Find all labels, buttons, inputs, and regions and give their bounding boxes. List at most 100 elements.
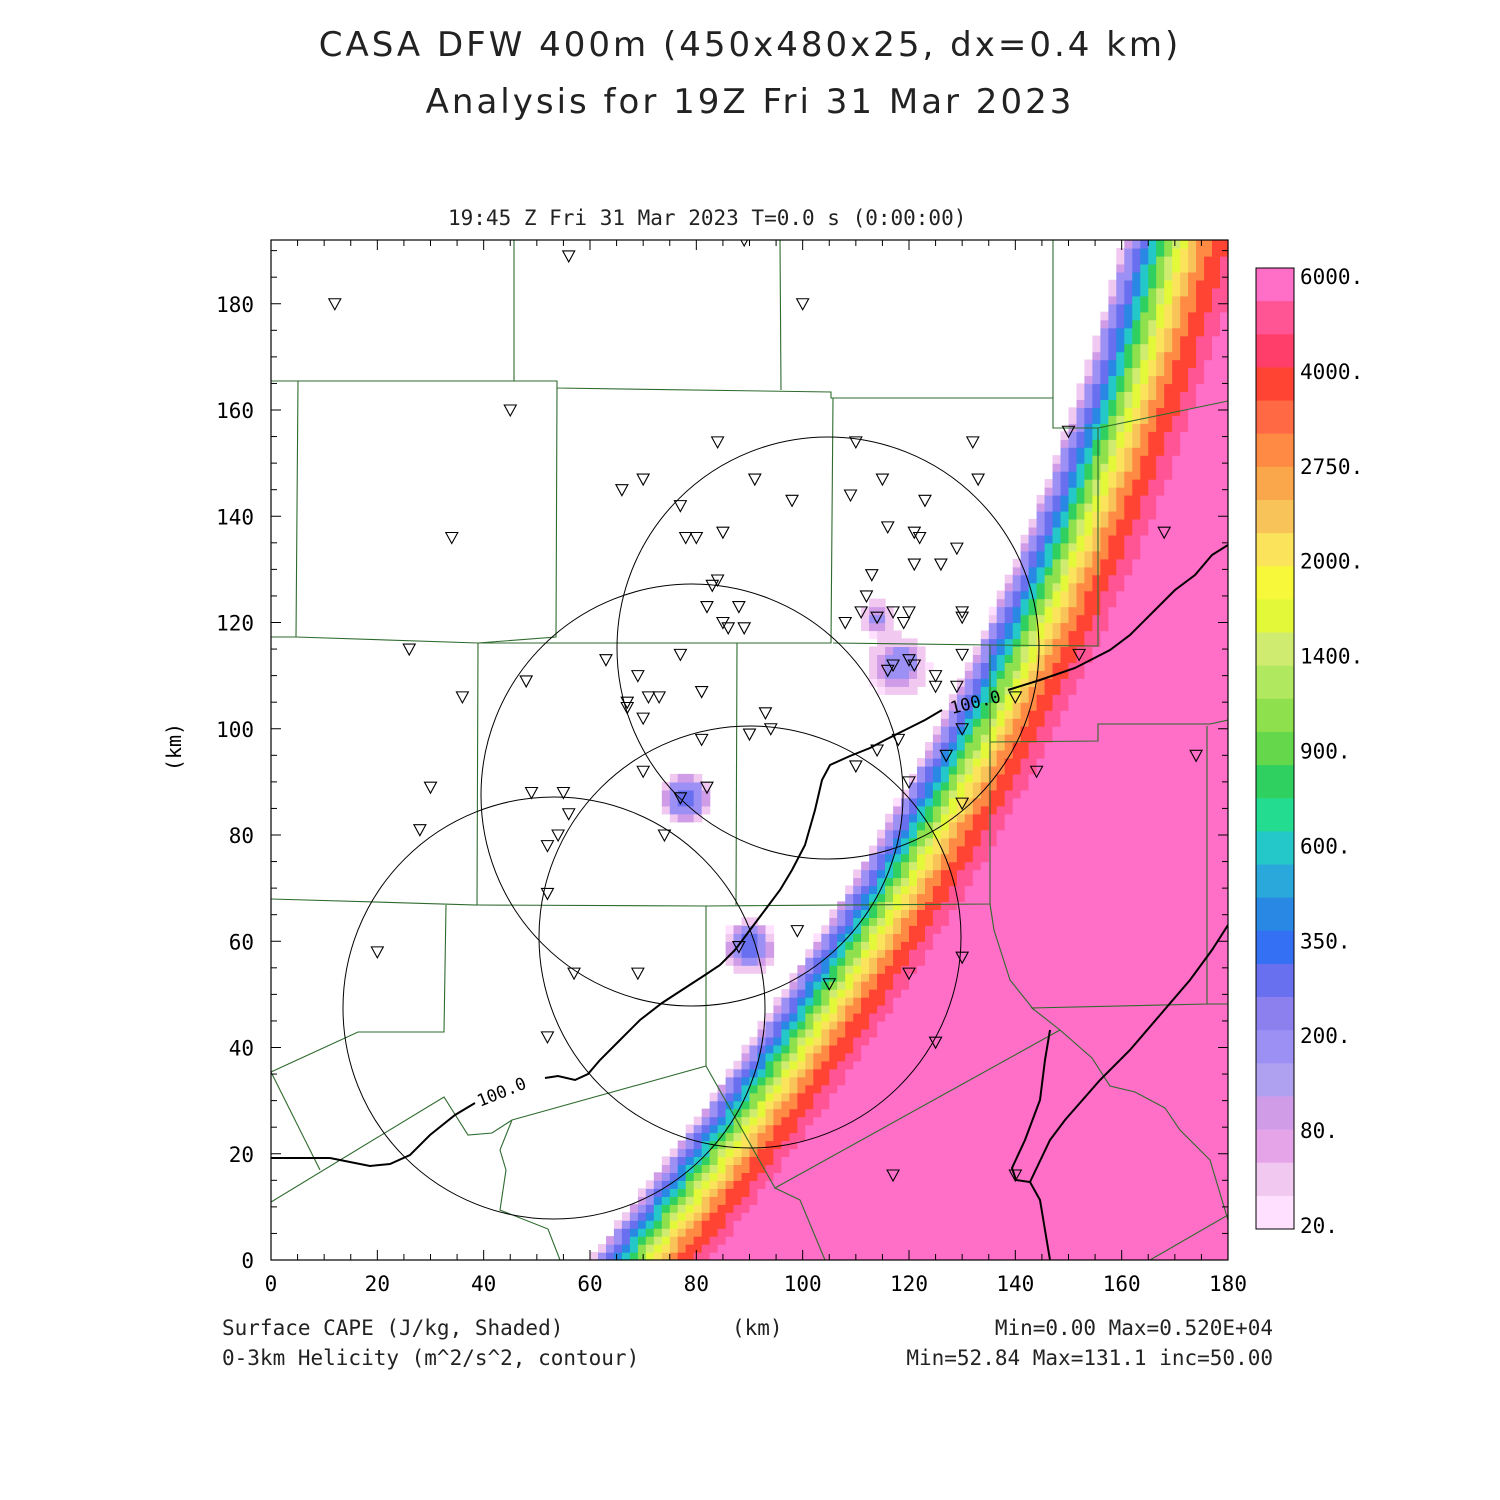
cape-cell <box>1172 534 1181 544</box>
cape-cell <box>1196 463 1205 472</box>
cape-cell <box>1108 813 1117 823</box>
cape-cell <box>789 1100 798 1110</box>
cape-cell <box>1084 383 1093 392</box>
cape-cell <box>1004 1196 1014 1205</box>
cape-cell <box>821 1108 830 1118</box>
cape-cell <box>813 1092 822 1102</box>
cape-cell <box>1068 574 1078 584</box>
cape-cell <box>1140 622 1149 632</box>
cape-cell <box>1028 726 1038 735</box>
cape-cell <box>1068 1196 1078 1205</box>
cape-cell <box>1140 734 1149 743</box>
cape-cell <box>1068 479 1078 488</box>
cape-cell <box>1060 965 1070 974</box>
cape-cell <box>1164 1196 1173 1205</box>
cape-cell <box>1140 1204 1149 1213</box>
cape-cell <box>813 1180 822 1189</box>
cape-cell <box>917 981 926 990</box>
cape-cell <box>1156 463 1165 472</box>
cape-cell <box>1148 861 1157 871</box>
cape-cell <box>1156 710 1165 719</box>
cape-cell <box>733 1236 743 1245</box>
cape-cell <box>1020 821 1030 831</box>
cape-cell <box>1140 877 1149 887</box>
cape-cell <box>964 997 974 1006</box>
cape-cell <box>1052 1172 1062 1181</box>
cape-cell <box>773 1196 782 1205</box>
cape-cell <box>1180 471 1189 480</box>
cape-cell <box>797 1013 806 1022</box>
cape-cell <box>1108 279 1117 289</box>
cape-cell <box>1188 877 1197 887</box>
cape-cell <box>901 1060 910 1070</box>
cape-cell <box>1084 646 1093 655</box>
cape-cell <box>669 773 679 783</box>
cape-cell <box>789 997 798 1006</box>
cape-cell <box>1172 550 1181 560</box>
cape-cell <box>1108 797 1117 807</box>
cape-cell <box>1068 845 1078 855</box>
cape-cell <box>789 1212 798 1221</box>
cape-cell <box>1132 758 1141 767</box>
cape-cell <box>813 1036 822 1046</box>
cape-cell <box>1004 1180 1014 1189</box>
cape-cell <box>948 1228 958 1237</box>
cape-cell <box>1020 614 1030 624</box>
cape-cell <box>1100 1188 1109 1197</box>
cape-cell <box>1076 487 1086 496</box>
cape-cell <box>661 1220 671 1229</box>
cape-cell <box>877 654 886 663</box>
cape-cell <box>1084 750 1093 759</box>
cape-cell <box>1124 758 1133 767</box>
cape-cell <box>869 909 878 918</box>
cape-cell <box>948 1132 958 1142</box>
cape-cell <box>789 1244 798 1253</box>
cape-cell <box>1140 279 1149 289</box>
cape-cell <box>1044 1100 1054 1110</box>
cape-cell <box>1108 566 1117 576</box>
cape-cell <box>925 1156 934 1165</box>
cape-cell <box>1188 359 1197 369</box>
cape-cell <box>813 941 822 950</box>
cape-cell <box>1076 1028 1086 1038</box>
cape-cell <box>917 1036 926 1046</box>
cape-cell <box>988 861 998 871</box>
cape-cell <box>1132 925 1141 934</box>
cape-cell <box>972 773 982 783</box>
cape-cell <box>885 869 894 879</box>
cape-cell <box>1052 789 1062 799</box>
cape-cell <box>1148 383 1157 392</box>
cape-cell <box>709 1236 719 1245</box>
cape-cell <box>1036 1044 1046 1054</box>
cape-cell <box>909 813 918 823</box>
cape-cell <box>1140 821 1149 831</box>
cape-cell <box>1188 885 1197 895</box>
cape-cell <box>1180 805 1189 815</box>
cape-cell <box>1156 750 1165 759</box>
cape-cell <box>917 837 926 847</box>
cape-cell <box>797 1188 806 1197</box>
cape-cell <box>1044 893 1054 902</box>
cape-cell <box>813 1100 822 1110</box>
cape-cell <box>1028 582 1038 592</box>
cape-cell <box>925 1084 934 1094</box>
cape-cell <box>1084 1116 1093 1126</box>
cape-cell <box>1076 702 1086 711</box>
cape-cell <box>956 1164 966 1173</box>
cape-cell <box>877 638 886 647</box>
cape-cell <box>1052 510 1062 520</box>
cape-cell <box>1164 574 1173 584</box>
cape-cell <box>869 1188 878 1197</box>
cape-cell <box>861 893 870 902</box>
cape-cell <box>1100 1180 1109 1189</box>
cape-cell <box>1044 933 1054 942</box>
cape-cell <box>1116 558 1125 568</box>
cape-cell <box>653 1236 663 1245</box>
cape-cell <box>1124 670 1133 679</box>
cape-cell <box>661 1188 671 1197</box>
cape-cell <box>1156 303 1165 313</box>
cape-cell <box>1156 367 1165 377</box>
cape-cell <box>893 917 902 926</box>
cape-cell <box>1036 1148 1046 1157</box>
cape-cell <box>733 1092 743 1102</box>
